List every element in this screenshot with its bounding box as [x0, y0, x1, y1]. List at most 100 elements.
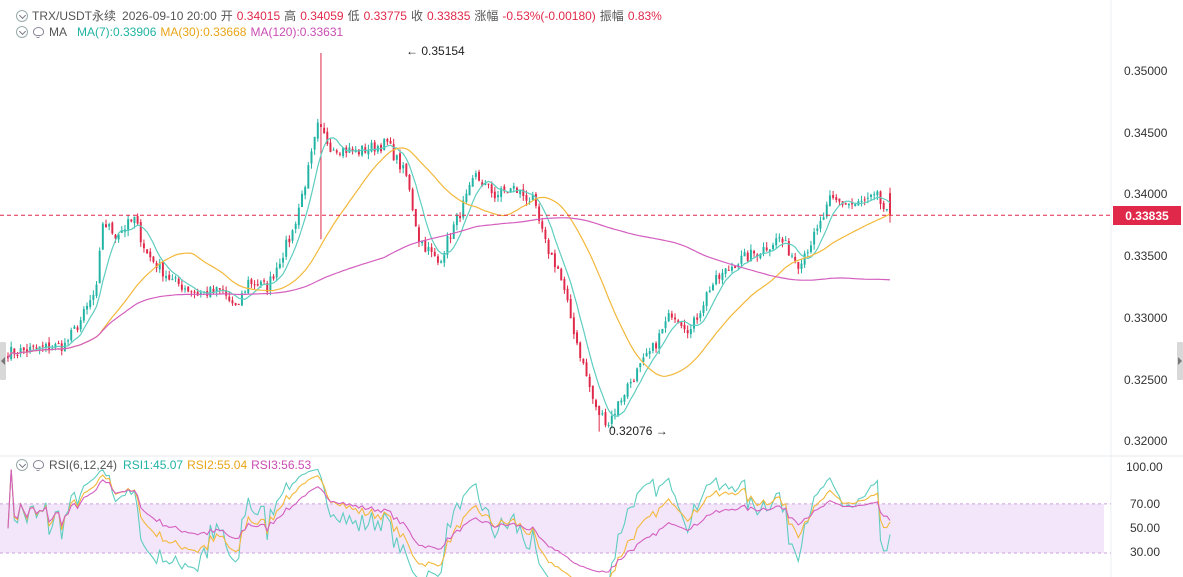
- candle-body: [92, 294, 95, 300]
- ma120-legend: MA(120):0.33631: [250, 25, 344, 39]
- candle-body: [452, 224, 455, 240]
- candle-body: [547, 239, 550, 255]
- candle-body: [642, 357, 645, 362]
- candle-body: [500, 188, 503, 197]
- current-price-tag: 0.33835: [1113, 206, 1181, 225]
- candle-body: [392, 144, 395, 161]
- candle-body: [294, 223, 297, 229]
- candle-body: [607, 425, 610, 427]
- candle-body: [89, 300, 92, 307]
- candle-body: [25, 349, 28, 353]
- candle-body: [259, 281, 262, 285]
- candle-body: [263, 280, 266, 282]
- candle-body: [193, 291, 196, 293]
- candle-body: [835, 197, 838, 201]
- candle-body: [370, 142, 373, 152]
- candle-body: [629, 381, 632, 384]
- candle-body: [847, 203, 850, 206]
- candle-body: [809, 245, 812, 253]
- candle-body: [351, 148, 354, 152]
- low-label: 低: [347, 9, 360, 23]
- rsi-tick: 70.00: [1130, 497, 1161, 511]
- candle-body: [528, 201, 531, 203]
- ma7-legend: MA(7):0.33906: [77, 25, 157, 39]
- candle-body: [348, 147, 351, 153]
- visibility-icon[interactable]: [32, 26, 45, 38]
- price-tick: 0.32500: [1124, 373, 1168, 387]
- candle-body: [411, 189, 414, 211]
- period-low-marker: 0.32076 →: [609, 424, 668, 438]
- candle-body: [541, 221, 544, 229]
- candle-body: [648, 351, 651, 355]
- candle-body: [184, 288, 187, 290]
- collapse-chevron-icon[interactable]: [16, 9, 28, 22]
- candle-body: [610, 415, 613, 424]
- candle-body: [63, 342, 66, 352]
- rsi3-legend: RSI3:56.53: [251, 458, 312, 472]
- candle-body: [76, 327, 79, 331]
- candle-body: [873, 194, 876, 196]
- candle-body: [180, 284, 183, 290]
- candle-body: [620, 400, 623, 403]
- candle-body: [838, 198, 841, 202]
- candle-body: [326, 131, 329, 144]
- collapse-chevron-icon[interactable]: [16, 26, 28, 38]
- candle-body: [35, 347, 38, 349]
- candle-body: [389, 140, 392, 144]
- candle-body: [455, 214, 458, 226]
- candle-body: [127, 219, 130, 231]
- rsi-tick: 100.00: [1126, 460, 1163, 474]
- candle-body: [667, 313, 670, 322]
- candle-body: [730, 266, 733, 271]
- scroll-right-handle[interactable]: [1177, 342, 1183, 380]
- candle-body: [506, 192, 509, 194]
- price-tick: 0.35000: [1124, 64, 1168, 78]
- candle-body: [414, 209, 417, 227]
- candle-body: [762, 247, 765, 255]
- candle-body: [626, 383, 629, 397]
- candle-body: [693, 317, 695, 329]
- candle-body: [822, 217, 825, 220]
- candle-body: [285, 239, 288, 257]
- price-tick: 0.34000: [1124, 187, 1168, 201]
- candle-body: [509, 188, 512, 193]
- close-value: 0.33835: [427, 8, 471, 23]
- candle-body: [386, 139, 389, 142]
- candle-body: [601, 413, 604, 415]
- candle-body: [16, 354, 19, 356]
- candle-body: [421, 241, 424, 244]
- candle-body: [613, 413, 616, 415]
- candle-body: [734, 266, 737, 269]
- scroll-left-handle[interactable]: [0, 342, 6, 380]
- candle-body: [133, 216, 136, 224]
- candle-body: [683, 324, 686, 330]
- candle-body: [749, 249, 752, 262]
- close-label: 收: [410, 9, 423, 23]
- candle-body: [768, 249, 771, 252]
- ma7-line: [7, 137, 891, 418]
- candle-body: [550, 252, 553, 255]
- candle-body: [889, 193, 891, 216]
- rsi-title: RSI(6,12,24): [49, 458, 118, 472]
- candle-body: [111, 222, 114, 234]
- open-label: 开: [220, 9, 233, 23]
- ma120-line: [7, 217, 891, 359]
- visibility-icon[interactable]: [32, 459, 45, 471]
- candle-body: [753, 251, 756, 254]
- open-value: 0.34015: [236, 8, 281, 23]
- low-value: 0.33775: [363, 8, 407, 23]
- candle-body: [781, 238, 784, 243]
- candle-body: [806, 252, 809, 254]
- candle-body: [832, 195, 835, 198]
- candle-body: [775, 238, 778, 246]
- candle-body: [595, 400, 597, 408]
- collapse-chevron-icon[interactable]: [16, 459, 28, 471]
- candle-body: [699, 313, 702, 319]
- candle-body: [525, 195, 528, 201]
- candle-body: [105, 224, 107, 228]
- candle-body: [174, 277, 177, 279]
- candle-body: [465, 193, 468, 202]
- candle-body: [301, 193, 303, 208]
